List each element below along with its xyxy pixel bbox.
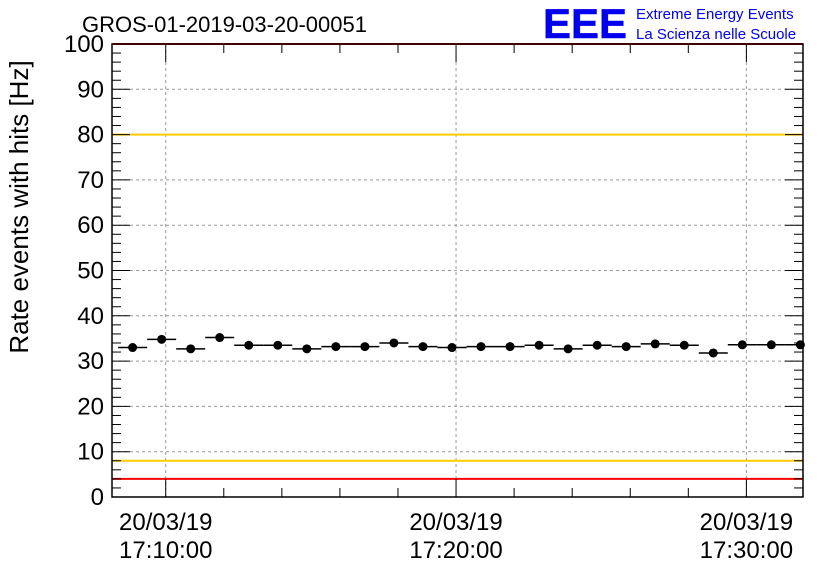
data-marker: [331, 342, 341, 352]
data-marker: [650, 339, 660, 349]
axis-ticks: [112, 43, 803, 498]
data-marker: [621, 342, 631, 352]
eee-logo-mark: EEE: [543, 0, 627, 47]
y-tick-label: 60: [77, 212, 104, 239]
data-point: [495, 342, 525, 352]
data-marker: [708, 348, 718, 358]
data-points: [118, 333, 805, 358]
y-tick-label: 40: [77, 303, 104, 330]
y-tick-label: 90: [77, 76, 104, 103]
data-marker: [476, 342, 486, 352]
logo-line-1: Extreme Energy Events: [636, 6, 794, 23]
data-point: [118, 343, 148, 353]
eee-logo: EEE Extreme Energy Events La Scienza nel…: [543, 0, 796, 47]
data-point: [321, 342, 351, 352]
data-marker: [563, 344, 573, 354]
reference-lines: [112, 43, 803, 480]
data-point: [408, 342, 438, 352]
y-tick-label: 30: [77, 348, 104, 375]
y-tick-label: 50: [77, 258, 104, 285]
data-marker: [737, 340, 747, 350]
data-point: [785, 340, 805, 350]
data-marker: [766, 340, 776, 350]
data-point: [669, 340, 699, 350]
data-marker: [592, 340, 602, 350]
data-point: [205, 333, 235, 343]
data-point: [466, 342, 496, 352]
data-point: [350, 342, 380, 352]
data-point: [379, 338, 409, 348]
data-point: [292, 344, 322, 354]
x-tick-label-date: 20/03/19: [409, 509, 502, 536]
data-point: [176, 344, 206, 354]
data-point: [727, 340, 757, 350]
data-marker: [418, 342, 428, 352]
data-marker: [389, 338, 399, 348]
data-marker: [128, 343, 138, 353]
logo-line-2: La Scienza nelle Scuole: [636, 26, 796, 43]
x-tick-labels: 20/03/1917:10:0020/03/1917:20:0020/03/19…: [119, 509, 793, 564]
data-point: [698, 348, 728, 358]
data-marker: [215, 333, 225, 343]
y-tick-label: 100: [64, 31, 104, 58]
data-point: [437, 343, 467, 353]
data-marker: [157, 334, 167, 344]
data-marker: [505, 342, 515, 352]
data-point: [234, 340, 264, 350]
data-point: [147, 334, 177, 344]
data-point: [640, 339, 670, 349]
data-marker: [795, 340, 805, 350]
data-point: [553, 344, 583, 354]
grid: [112, 44, 803, 497]
y-tick-label: 70: [77, 167, 104, 194]
data-marker: [186, 344, 196, 354]
data-point: [582, 340, 612, 350]
data-marker: [679, 340, 689, 350]
data-marker: [273, 340, 283, 350]
x-tick-label-date: 20/03/19: [119, 509, 212, 536]
y-axis-label: Rate events with hits [Hz]: [4, 60, 34, 353]
data-marker: [302, 344, 312, 354]
data-point: [524, 340, 554, 350]
data-point: [611, 342, 641, 352]
y-tick-label: 10: [77, 439, 104, 466]
data-marker: [360, 342, 370, 352]
x-tick-label-time: 17:30:00: [700, 537, 793, 564]
x-tick-label-time: 17:20:00: [409, 537, 502, 564]
data-marker: [244, 340, 254, 350]
y-tick-labels: 0 10 20 30 40 50 60 70 80 90 100: [64, 31, 104, 511]
data-marker: [447, 343, 457, 353]
y-tick-label: 80: [77, 122, 104, 149]
y-tick-label: 0: [91, 484, 104, 511]
chart-title: GROS-01-2019-03-20-00051: [82, 12, 367, 37]
x-tick-label-date: 20/03/19: [700, 509, 793, 536]
data-point: [263, 340, 293, 350]
x-tick-label-time: 17:10:00: [119, 537, 212, 564]
data-marker: [534, 340, 544, 350]
y-tick-label: 20: [77, 393, 104, 420]
data-point: [756, 340, 786, 350]
